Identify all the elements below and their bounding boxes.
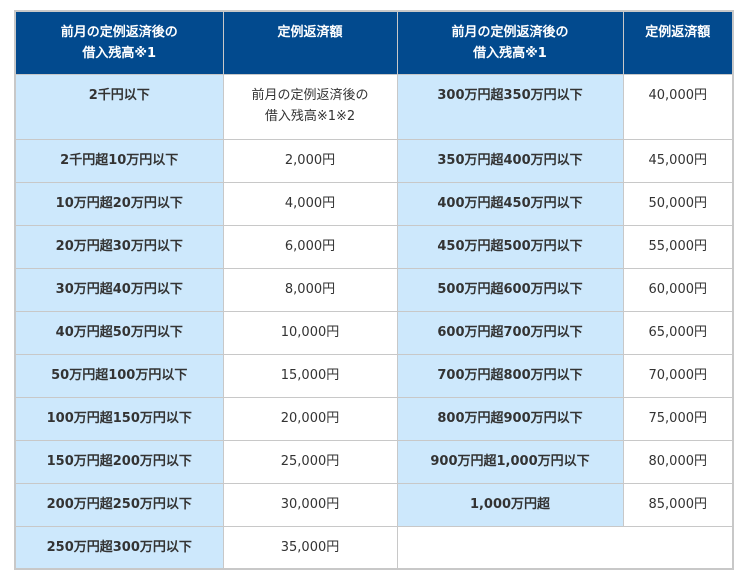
left-balance-cell: 2千円超10万円以下 — [14, 138, 224, 183]
left-balance-cell: 10万円超20万円以下 — [14, 181, 224, 226]
repayment-table: 前月の定例返済後の 借入残高※1 定例返済額 前月の定例返済後の 借入残高※1 … — [14, 10, 734, 570]
left-balance-cell: 50万円超100万円以下 — [14, 353, 224, 398]
left-balance-cell: 150万円超200万円以下 — [14, 439, 224, 484]
left-balance-cell: 100万円超150万円以下 — [14, 396, 224, 441]
header-amount-right: 定例返済額 — [622, 10, 734, 75]
left-balance-cell: 2千円以下 — [14, 73, 224, 140]
left-balance-cell: 200万円超250万円以下 — [14, 482, 224, 527]
right-amount-cell: 85,000円 — [622, 482, 734, 527]
header-balance-left: 前月の定例返済後の 借入残高※1 — [14, 10, 224, 75]
empty-cell — [396, 525, 734, 570]
right-amount-cell: 60,000円 — [622, 267, 734, 312]
left-balance-cell: 20万円超30万円以下 — [14, 224, 224, 269]
right-balance-cell: 700万円超800万円以下 — [396, 353, 624, 398]
left-amount-cell: 前月の定例返済後の 借入残高※1※2 — [222, 73, 398, 140]
table-row: 2千円以下 前月の定例返済後の 借入残高※1※2 300万円超350万円以下 40,0… — [14, 73, 734, 140]
left-amount-cell: 15,000円 — [222, 353, 398, 398]
right-balance-cell: 800万円超900万円以下 — [396, 396, 624, 441]
table-row: 2千円超10万円以下 2,000円 350万円超400万円以下 45,000円 — [14, 138, 734, 183]
right-balance-cell: 500万円超600万円以下 — [396, 267, 624, 312]
left-amount-cell: 4,000円 — [222, 181, 398, 226]
table-row: 10万円超20万円以下 4,000円 400万円超450万円以下 50,000円 — [14, 181, 734, 226]
right-amount-cell: 45,000円 — [622, 138, 734, 183]
left-amount-cell: 6,000円 — [222, 224, 398, 269]
right-amount-cell: 80,000円 — [622, 439, 734, 484]
table-row: 20万円超30万円以下 6,000円 450万円超500万円以下 55,000円 — [14, 224, 734, 269]
right-balance-cell: 900万円超1,000万円以下 — [396, 439, 624, 484]
right-balance-cell: 350万円超400万円以下 — [396, 138, 624, 183]
left-balance-cell: 30万円超40万円以下 — [14, 267, 224, 312]
table-row: 50万円超100万円以下 15,000円 700万円超800万円以下 70,000円 — [14, 353, 734, 398]
table-row: 100万円超150万円以下 20,000円 800万円超900万円以下 75,000円 — [14, 396, 734, 441]
left-amount-cell: 10,000円 — [222, 310, 398, 355]
table-row: 40万円超50万円以下 10,000円 600万円超700万円以下 65,000円 — [14, 310, 734, 355]
right-balance-cell: 600万円超700万円以下 — [396, 310, 624, 355]
right-amount-cell: 40,000円 — [622, 73, 734, 140]
right-balance-cell: 450万円超500万円以下 — [396, 224, 624, 269]
left-amount-cell: 2,000円 — [222, 138, 398, 183]
left-balance-cell: 250万円超300万円以下 — [14, 525, 224, 570]
table-row: 30万円超40万円以下 8,000円 500万円超600万円以下 60,000円 — [14, 267, 734, 312]
right-amount-cell: 75,000円 — [622, 396, 734, 441]
right-amount-cell: 70,000円 — [622, 353, 734, 398]
right-balance-cell: 1,000万円超 — [396, 482, 624, 527]
table-row: 150万円超200万円以下 25,000円 900万円超1,000万円以下 80,00… — [14, 439, 734, 484]
header-amount-left: 定例返済額 — [222, 10, 398, 75]
header-balance-right: 前月の定例返済後の 借入残高※1 — [396, 10, 624, 75]
left-amount-cell: 35,000円 — [222, 525, 398, 570]
right-amount-cell: 55,000円 — [622, 224, 734, 269]
table-row: 250万円超300万円以下 35,000円 — [14, 525, 734, 570]
left-amount-cell: 30,000円 — [222, 482, 398, 527]
left-amount-cell: 25,000円 — [222, 439, 398, 484]
right-amount-cell: 65,000円 — [622, 310, 734, 355]
header-row: 前月の定例返済後の 借入残高※1 定例返済額 前月の定例返済後の 借入残高※1 … — [14, 10, 734, 75]
right-balance-cell: 400万円超450万円以下 — [396, 181, 624, 226]
left-balance-cell: 40万円超50万円以下 — [14, 310, 224, 355]
left-amount-cell: 20,000円 — [222, 396, 398, 441]
right-amount-cell: 50,000円 — [622, 181, 734, 226]
right-balance-cell: 300万円超350万円以下 — [396, 73, 624, 140]
table-row: 200万円超250万円以下 30,000円 1,000万円超 85,000円 — [14, 482, 734, 527]
left-amount-cell: 8,000円 — [222, 267, 398, 312]
